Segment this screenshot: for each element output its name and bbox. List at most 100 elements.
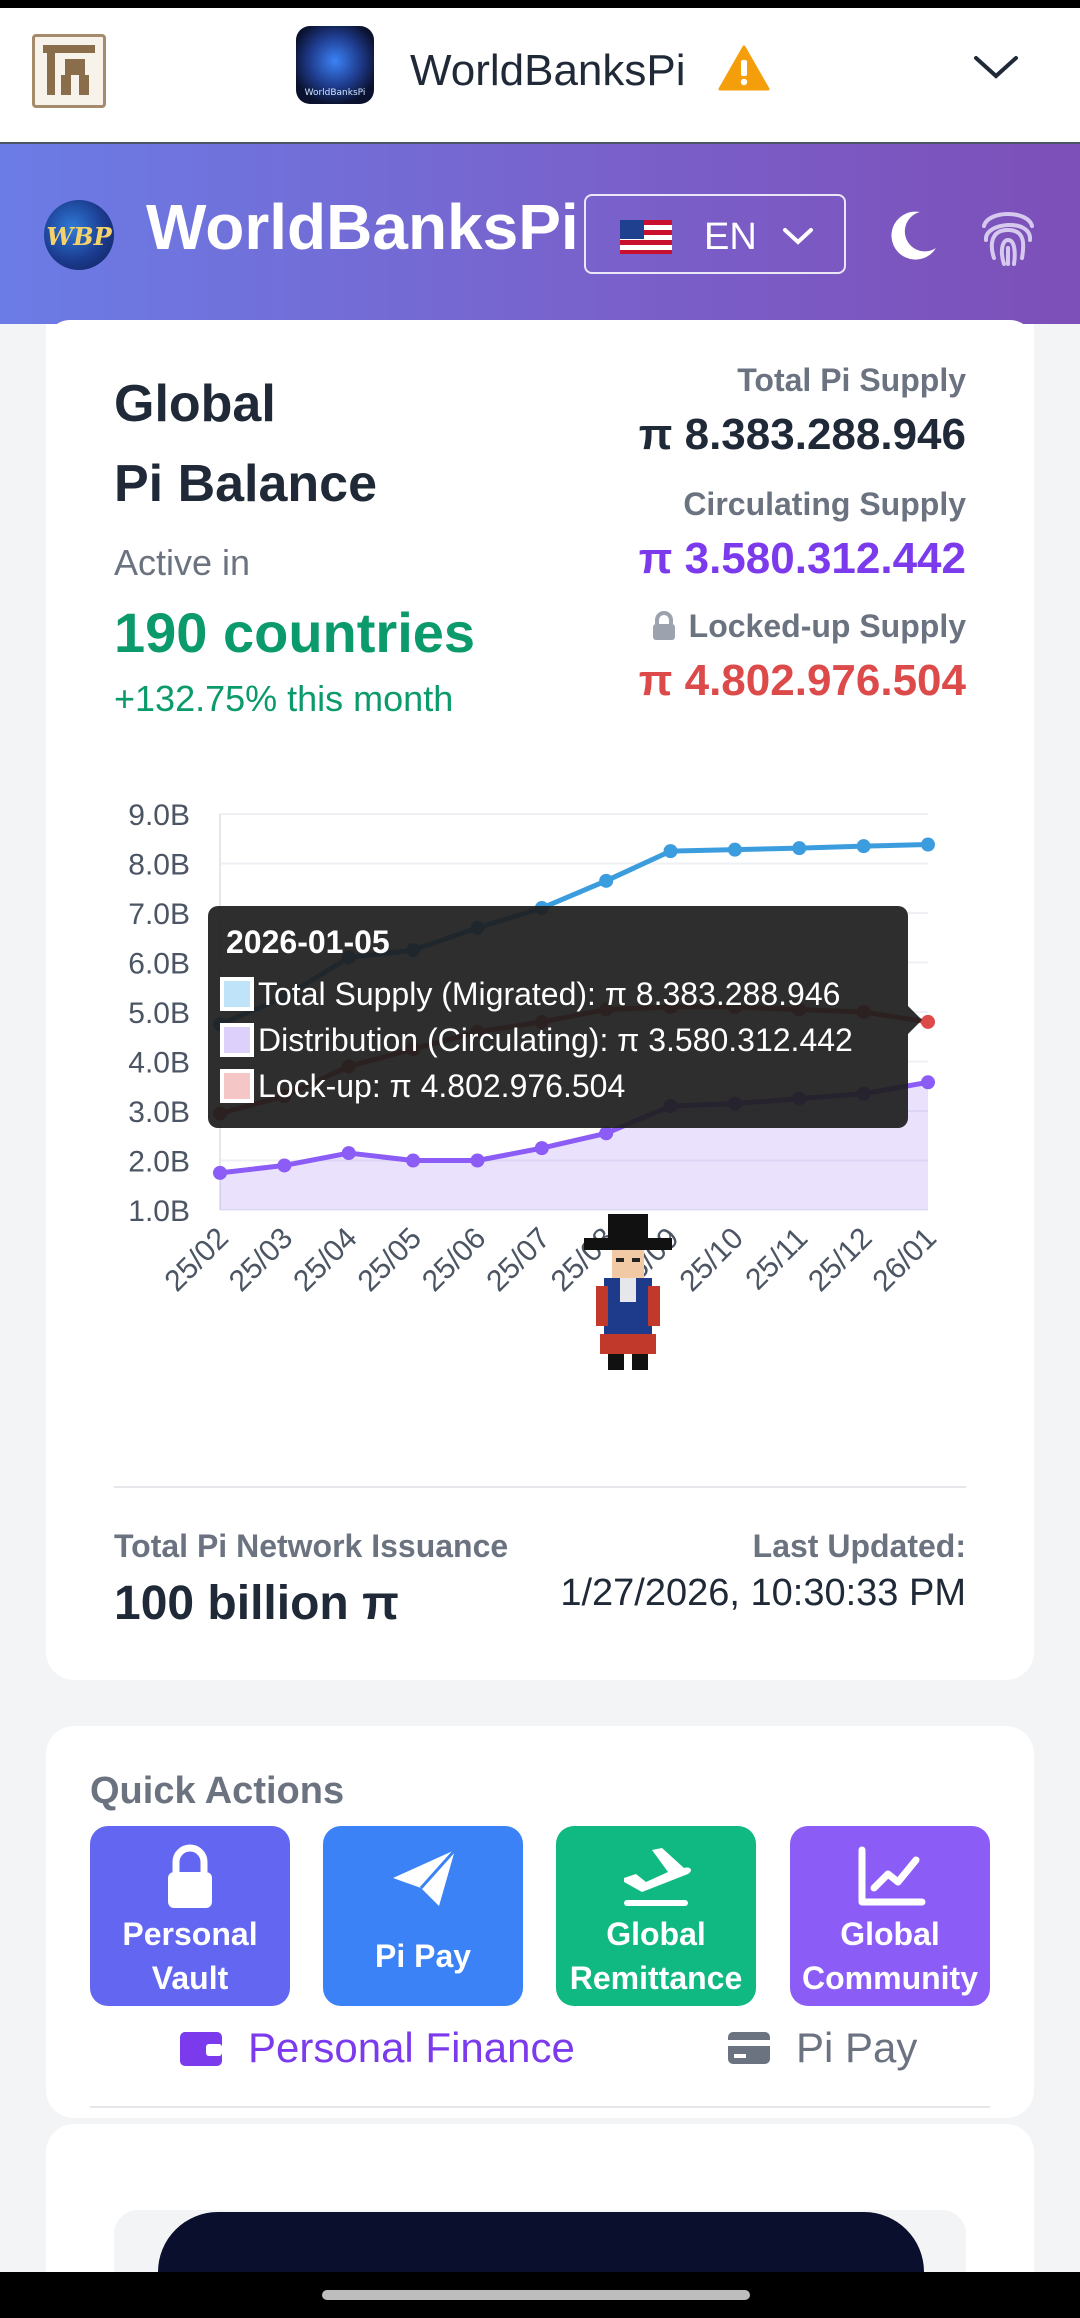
browser-title: WorldBanksPi <box>410 46 686 95</box>
app-icon: WorldBanksPi <box>296 26 374 104</box>
locked-supply-value: π 4.802.976.504 <box>638 656 966 705</box>
personal-vault-button[interactable]: Personal Vault <box>90 1826 290 2006</box>
y-tick-label: 3.0B <box>128 1096 190 1129</box>
logo-text: WBP <box>46 222 112 251</box>
tooltip-total-text: Total Supply (Migrated): π 8.383.288.946 <box>258 976 841 1012</box>
x-tick-label: 25/10 <box>673 1222 749 1298</box>
locked-supply-label: Locked-up Supply <box>688 608 966 644</box>
tooltip-row-lockup: Lock-up: π 4.802.976.504 <box>220 1068 625 1105</box>
data-point <box>727 842 742 857</box>
fingerprint-icon[interactable] <box>976 200 1040 268</box>
tab-personal-finance-label: Personal Finance <box>248 2024 575 2071</box>
global-balance-card: Global Pi Balance Active in 190 countrie… <box>46 320 1034 1680</box>
status-bar <box>0 0 1080 8</box>
total-supply-label: Total Pi Supply <box>737 362 966 398</box>
growth-text: +132.75% this month <box>114 678 454 719</box>
character-sprite[interactable] <box>572 1214 684 1374</box>
divider <box>114 1486 966 1488</box>
moon-icon[interactable] <box>884 208 940 264</box>
x-tick-label: 25/07 <box>480 1222 556 1298</box>
data-point <box>341 1146 356 1161</box>
global-remittance-button[interactable]: Global Remittance <box>556 1826 756 2006</box>
tooltip-lockup-text: Lock-up: π 4.802.976.504 <box>258 1068 626 1104</box>
divider <box>90 2106 990 2108</box>
issuance-value: 100 billion π <box>114 1577 399 1630</box>
tab-pi-pay[interactable]: Pi Pay <box>726 2024 917 2084</box>
pi-pay-button[interactable]: Pi Pay <box>323 1826 523 2006</box>
tooltip-row-circulating: Distribution (Circulating): π 3.580.312.… <box>220 1022 853 1059</box>
data-point <box>856 839 871 854</box>
balance-title-line1: Global <box>114 375 276 433</box>
locked-supply-label-row: Locked-up Supply <box>651 608 966 645</box>
app-title: WorldBanksPi <box>146 191 579 263</box>
warning-icon[interactable] <box>718 44 770 92</box>
us-flag-icon <box>620 220 672 254</box>
x-tick-label: 25/04 <box>287 1222 363 1298</box>
wallet-icon <box>180 2032 222 2066</box>
y-tick-label: 9.0B <box>128 799 190 832</box>
chevron-down-icon[interactable] <box>970 48 1022 88</box>
y-tick-label: 4.0B <box>128 1047 190 1080</box>
chart-tooltip: 2026-01-05 Total Supply (Migrated): π 8.… <box>208 906 922 1128</box>
lock-icon <box>168 1844 212 1908</box>
language-label: EN <box>704 216 757 258</box>
tooltip-date: 2026-01-05 <box>226 924 390 960</box>
issuance-label: Total Pi Network Issuance <box>114 1528 509 1564</box>
data-point <box>470 1153 485 1168</box>
data-point <box>213 1165 227 1180</box>
x-tick-label: 25/05 <box>352 1222 428 1298</box>
x-tick-label: 25/06 <box>416 1222 492 1298</box>
data-point <box>921 1014 935 1029</box>
data-point <box>792 841 807 856</box>
swatch-lockup <box>220 1069 254 1103</box>
data-point <box>277 1158 292 1173</box>
global-community-label-1: Global <box>840 1916 940 1952</box>
countries-count: 190 countries <box>114 601 476 664</box>
pi-pay-label: Pi Pay <box>374 1938 472 1974</box>
logo[interactable]: WBP <box>44 200 114 270</box>
credit-card-icon <box>728 2032 770 2064</box>
data-point <box>406 1153 421 1168</box>
global-community-label-2: Community <box>802 1960 978 1996</box>
data-point <box>663 844 678 859</box>
data-point <box>599 873 614 888</box>
balance-title-line2: Pi Balance <box>114 455 378 513</box>
x-tick-label: 25/11 <box>739 1222 814 1297</box>
global-remittance-label-2: Remittance <box>569 1960 743 1996</box>
tooltip-circulating-text: Distribution (Circulating): π 3.580.312.… <box>258 1022 853 1058</box>
total-supply-value: π 8.383.288.946 <box>638 410 966 459</box>
y-tick-label: 7.0B <box>128 898 190 931</box>
data-point <box>921 837 935 852</box>
system-nav-bar <box>0 2272 1080 2318</box>
lock-icon <box>652 611 675 640</box>
y-tick-label: 1.0B <box>128 1195 190 1228</box>
x-tick-label: 25/12 <box>802 1222 878 1298</box>
data-point <box>599 1126 614 1141</box>
last-updated-value: 1/27/2026, 10:30:33 PM <box>560 1572 966 1614</box>
quick-actions-card: Quick Actions Personal Vault Pi Pay Glob… <box>46 1726 1034 2118</box>
y-tick-label: 6.0B <box>128 948 190 981</box>
swatch-total <box>220 977 254 1011</box>
tab-pi-pay-label: Pi Pay <box>796 2024 918 2071</box>
tab-personal-finance[interactable]: Personal Finance <box>178 2024 575 2084</box>
data-point <box>921 1075 935 1090</box>
app-icon-text: WorldBanksPi <box>304 88 366 98</box>
balance-title: Global Pi Balance <box>114 364 514 524</box>
browser-bar: WorldBanksPi WorldBanksPi <box>0 8 1080 144</box>
global-remittance-label-1: Global <box>606 1916 706 1952</box>
home-icon[interactable] <box>32 34 106 108</box>
quick-actions-title: Quick Actions <box>90 1770 345 1812</box>
chevron-down-icon <box>783 228 813 245</box>
plane-departure-icon <box>624 1848 691 1906</box>
tooltip-row-total: Total Supply (Migrated): π 8.383.288.946 <box>220 976 840 1013</box>
circulating-supply-value: π 3.580.312.442 <box>638 534 966 583</box>
paper-plane-icon <box>393 1848 457 1906</box>
y-tick-label: 5.0B <box>128 997 190 1030</box>
home-gesture-bar[interactable] <box>322 2290 750 2300</box>
app-header: WBP WorldBanksPi EN <box>0 144 1080 324</box>
data-point <box>534 1141 549 1156</box>
global-community-button[interactable]: Global Community <box>790 1826 990 2006</box>
personal-vault-label-2: Vault <box>151 1960 229 1996</box>
language-selector[interactable]: EN <box>584 194 846 274</box>
chart-line-icon <box>858 1846 926 1906</box>
